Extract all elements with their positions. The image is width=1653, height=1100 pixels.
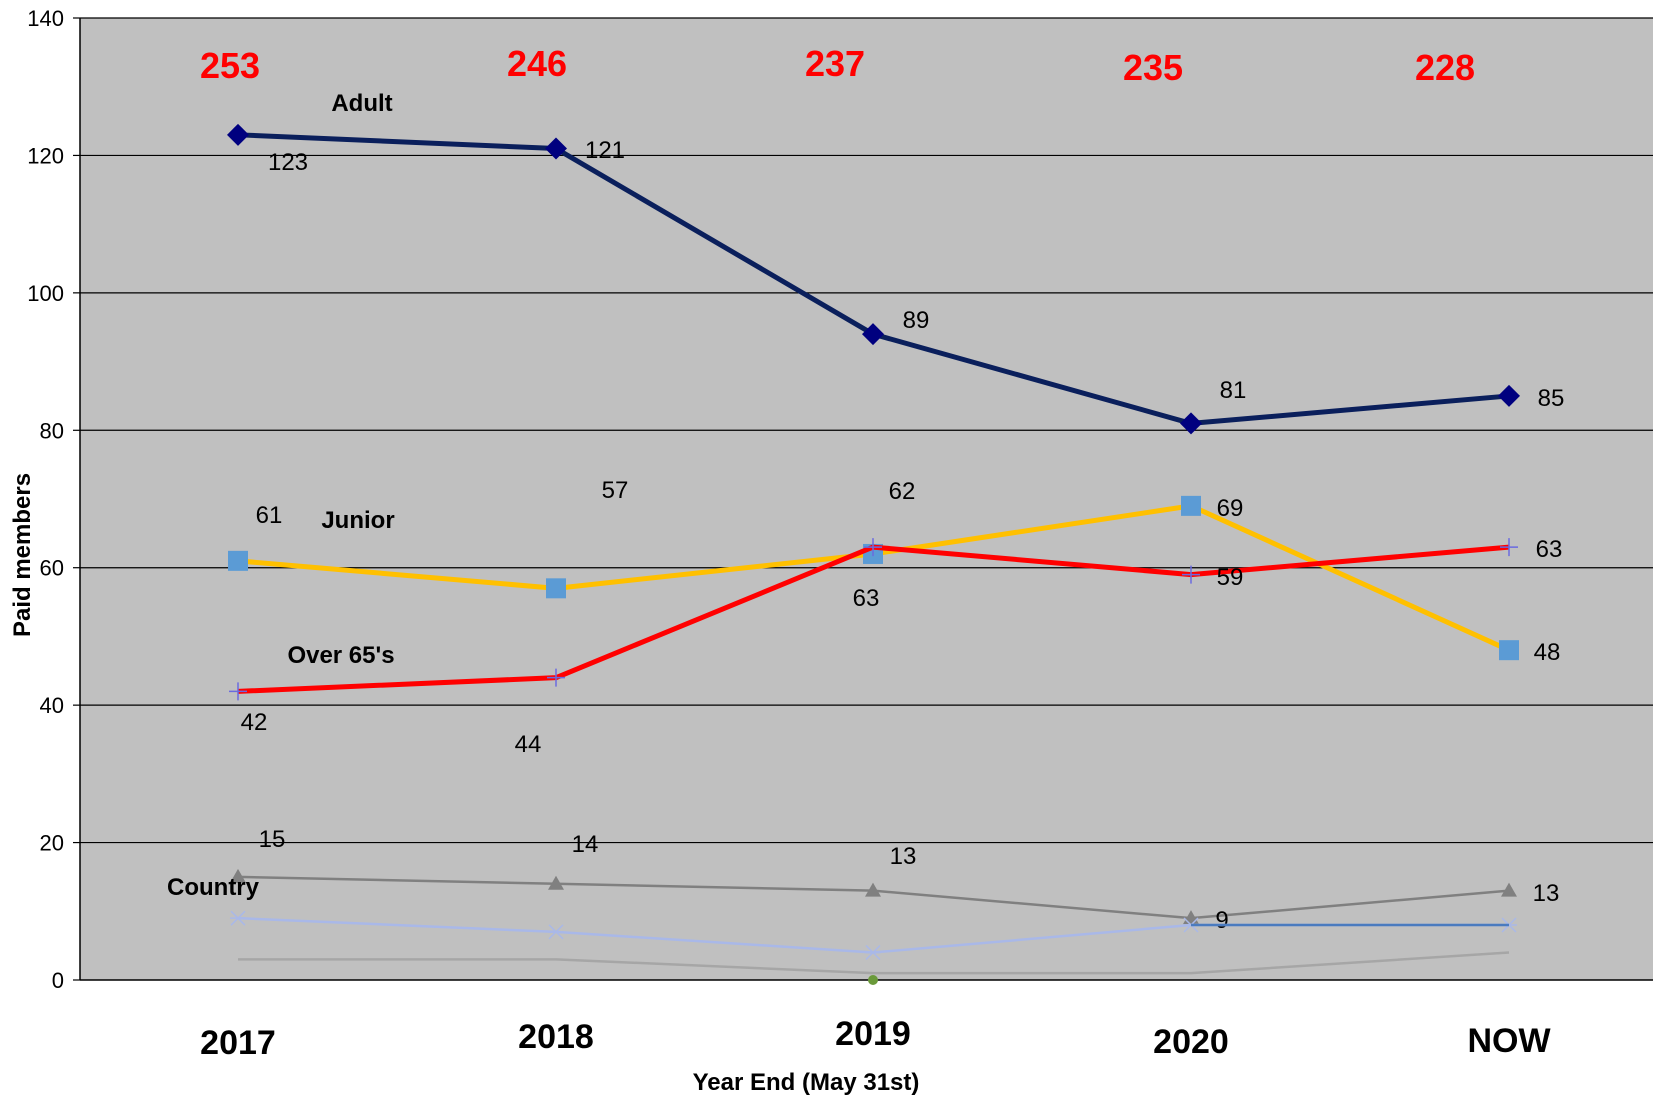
data-label: 48: [1534, 639, 1561, 666]
data-point-marker: [227, 123, 249, 146]
plot-area: [80, 18, 1653, 980]
series-name-label: Adult: [331, 90, 392, 117]
data-point-marker: [546, 578, 566, 599]
series-name-label: Over 65's: [287, 642, 394, 669]
data-point-marker: [865, 882, 881, 897]
data-label: 62: [889, 478, 916, 505]
data-point-marker: [1180, 412, 1202, 435]
data-label: 123: [268, 149, 308, 176]
y-tick-label: 60: [40, 556, 64, 581]
data-label: 13: [1533, 880, 1560, 907]
data-label: 121: [585, 137, 625, 164]
data-point-marker: [1500, 538, 1518, 557]
y-tick-label: 120: [27, 143, 64, 168]
data-point-marker: [545, 137, 567, 160]
data-point-marker: [230, 910, 246, 926]
data-label: 61: [256, 502, 283, 529]
x-axis-title: Year End (May 31st): [693, 1069, 920, 1096]
data-label: 59: [1217, 564, 1244, 591]
data-point-marker: [865, 944, 881, 961]
total-label: 246: [507, 43, 567, 84]
y-tick-label: 80: [40, 418, 64, 443]
y-tick-label: 20: [40, 831, 64, 856]
series-name-label: Country: [167, 874, 260, 901]
total-label: 237: [805, 43, 865, 84]
y-tick-label: 140: [27, 6, 64, 31]
total-label: 253: [200, 45, 260, 86]
series-name-label: Junior: [321, 507, 394, 534]
data-label: 42: [241, 709, 268, 736]
data-point-marker: [548, 875, 564, 890]
data-point-marker: [1499, 640, 1519, 661]
data-point-marker: [548, 924, 564, 940]
data-label: 57: [602, 477, 629, 504]
data-point-marker: [1181, 495, 1201, 516]
data-point-marker: [547, 668, 565, 687]
y-axis-title: Paid members: [9, 473, 36, 637]
baseline-point-marker: [868, 975, 878, 985]
data-label: 63: [853, 585, 880, 612]
y-tick-label: 0: [52, 968, 64, 993]
data-label: 13: [890, 843, 917, 870]
x-category-label: 2019: [835, 1015, 911, 1053]
data-label: 81: [1220, 377, 1247, 404]
data-label: 63: [1536, 536, 1563, 563]
x-category-label: 2018: [518, 1018, 594, 1056]
data-point-marker: [228, 550, 248, 571]
data-label: 44: [515, 731, 542, 758]
data-label: 69: [1217, 495, 1244, 522]
data-label: 9: [1215, 907, 1228, 934]
data-label: 15: [259, 826, 286, 853]
series-line-5: [238, 951, 1510, 975]
data-label: 89: [903, 307, 930, 334]
data-point-marker: [229, 682, 247, 701]
x-category-label: 2017: [200, 1024, 276, 1062]
data-point-marker: [230, 868, 246, 883]
data-label: 14: [572, 831, 599, 858]
x-category-label: NOW: [1467, 1022, 1551, 1060]
data-point-marker: [864, 538, 882, 557]
data-label: 85: [1538, 385, 1565, 412]
data-point-marker: [1182, 565, 1200, 584]
y-tick-label: 40: [40, 693, 64, 718]
data-point-marker: [1498, 384, 1520, 407]
total-label: 228: [1415, 47, 1475, 88]
y-tick-label: 100: [27, 281, 64, 306]
data-point-marker: [862, 323, 884, 346]
total-label: 235: [1123, 47, 1183, 88]
data-point-marker: [1501, 882, 1517, 897]
x-category-label: 2020: [1153, 1023, 1229, 1061]
